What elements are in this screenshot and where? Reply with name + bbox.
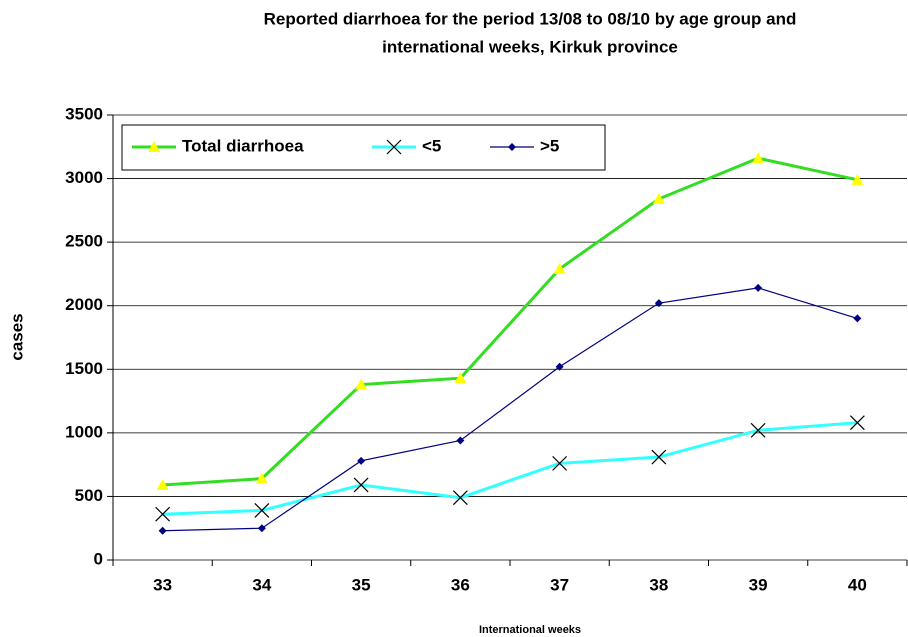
marker bbox=[255, 472, 268, 484]
marker bbox=[353, 477, 369, 493]
marker bbox=[257, 524, 266, 533]
marker bbox=[456, 436, 465, 445]
marker bbox=[654, 299, 663, 308]
y-axis-label: cases bbox=[7, 313, 26, 360]
series-line bbox=[162, 287, 858, 532]
x-tick-label: 39 bbox=[749, 575, 768, 594]
y-tick-label: 500 bbox=[75, 486, 103, 505]
x-tick-label: 38 bbox=[649, 575, 668, 594]
marker bbox=[452, 490, 468, 506]
y-tick-label: 2500 bbox=[65, 232, 103, 251]
x-tick-label: 37 bbox=[550, 575, 569, 594]
marker bbox=[552, 455, 568, 471]
marker bbox=[553, 262, 566, 274]
marker bbox=[652, 192, 665, 204]
marker bbox=[651, 449, 667, 465]
series-line bbox=[162, 156, 858, 487]
marker bbox=[849, 415, 865, 431]
marker bbox=[156, 478, 169, 490]
y-tick-label: 2000 bbox=[65, 295, 103, 314]
marker bbox=[754, 283, 763, 292]
chart-title: international weeks, Kirkuk province bbox=[382, 37, 678, 56]
marker bbox=[158, 526, 167, 535]
marker bbox=[355, 378, 368, 390]
marker bbox=[752, 152, 765, 164]
marker bbox=[357, 456, 366, 465]
marker bbox=[853, 314, 862, 323]
marker bbox=[454, 372, 467, 384]
legend-label: Total diarrhoea bbox=[182, 136, 304, 155]
marker bbox=[254, 502, 270, 518]
y-tick-label: 3500 bbox=[65, 104, 103, 123]
legend-label: <5 bbox=[422, 136, 441, 155]
x-tick-label: 33 bbox=[153, 575, 172, 594]
x-tick-label: 35 bbox=[352, 575, 371, 594]
marker bbox=[386, 139, 402, 155]
x-tick-label: 34 bbox=[252, 575, 271, 594]
marker bbox=[750, 422, 766, 438]
marker bbox=[851, 173, 864, 185]
chart-title: Reported diarrhoea for the period 13/08 … bbox=[264, 9, 797, 28]
series-line bbox=[162, 421, 858, 516]
x-tick-label: 36 bbox=[451, 575, 470, 594]
marker bbox=[148, 141, 160, 152]
marker bbox=[155, 506, 171, 522]
y-tick-label: 1000 bbox=[65, 422, 103, 441]
x-axis-label: International weeks bbox=[479, 624, 581, 636]
marker bbox=[508, 143, 516, 151]
y-tick-label: 3000 bbox=[65, 168, 103, 187]
marker bbox=[555, 362, 564, 371]
x-tick-label: 40 bbox=[848, 575, 867, 594]
y-tick-label: 1500 bbox=[65, 359, 103, 378]
y-tick-label: 0 bbox=[94, 549, 103, 568]
legend-label: >5 bbox=[540, 136, 559, 155]
